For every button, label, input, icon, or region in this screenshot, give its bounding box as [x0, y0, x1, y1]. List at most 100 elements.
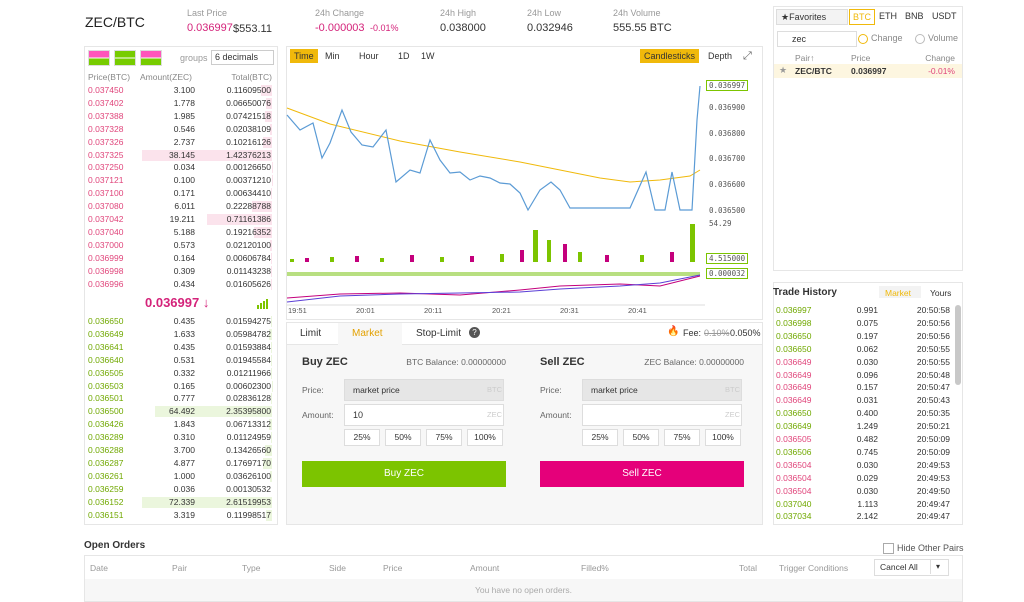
orderbook-price[interactable]: 0.036998 [88, 265, 124, 276]
orderbook-amount: 1.778 [173, 97, 195, 108]
percent-button[interactable]: 75% [426, 429, 462, 446]
trades-tab[interactable]: Yours [930, 288, 952, 298]
chart-view-tab[interactable]: Depth [708, 51, 733, 61]
percent-button[interactable]: 75% [664, 429, 700, 446]
chart-view-tab[interactable]: Candlesticks [640, 49, 700, 63]
depth-mode-icon[interactable] [114, 50, 136, 66]
orderbook-price[interactable]: 0.037388 [88, 110, 124, 121]
chart-interval-tab[interactable]: Hour [359, 51, 379, 61]
amount-input[interactable] [582, 404, 742, 426]
orderbook-price[interactable]: 0.036288 [88, 445, 124, 455]
orderbook-price[interactable]: 0.037042 [88, 214, 124, 224]
orderbook-price[interactable]: 0.037040 [88, 226, 124, 237]
checkbox[interactable] [883, 543, 894, 554]
orderbook-total: 0.00606784 [226, 252, 271, 263]
orderbook-price[interactable]: 0.036151 [88, 509, 124, 520]
orderbook-price[interactable]: 0.036500 [88, 406, 124, 417]
quote-tab[interactable]: ETH [879, 11, 897, 21]
percent-button[interactable]: 25% [582, 429, 618, 446]
orderbook-price[interactable]: 0.036152 [88, 496, 124, 507]
orderbook-total: 2.35395800 [226, 406, 271, 417]
orderbook-price[interactable]: 0.036650 [88, 316, 124, 326]
dropdown-arrow[interactable]: ▾ [930, 559, 945, 574]
search-input[interactable]: zec [777, 31, 857, 47]
submit-button[interactable]: Sell ZEC [540, 461, 744, 487]
orderbook-price[interactable]: 0.036640 [88, 354, 124, 365]
orderbook-price[interactable]: 0.037325 [88, 149, 124, 160]
quote-tab[interactable]: BTC [849, 9, 875, 25]
percent-button[interactable]: 50% [385, 429, 421, 446]
trade-time: 20:50:43 [916, 395, 950, 406]
depth-bar [270, 278, 272, 290]
orderbook-price[interactable]: 0.036641 [88, 341, 124, 352]
orderbook-amount: 6.011 [174, 201, 195, 212]
orderbook-price[interactable]: 0.036261 [88, 470, 124, 481]
chart-interval-tab[interactable]: Min [325, 51, 340, 61]
depth-bar [262, 136, 272, 148]
percent-button[interactable]: 25% [344, 429, 380, 446]
orderbook-price[interactable]: 0.036287 [88, 457, 124, 468]
quote-tab[interactable]: USDT [932, 11, 957, 21]
order-type-tab[interactable]: Stop-Limit [416, 328, 462, 339]
orderbook-total: 0.02836128 [226, 393, 271, 404]
chart-interval-tab[interactable]: Time [290, 49, 318, 63]
orderbook-amount: 19.211 [169, 214, 195, 224]
orderbook-price[interactable]: 0.036503 [88, 380, 124, 391]
ma-line [286, 107, 701, 183]
radio[interactable] [858, 34, 868, 44]
price-input[interactable]: market price [582, 379, 742, 401]
trades-tab[interactable]: Market [885, 288, 911, 298]
percent-button[interactable]: 100% [467, 429, 503, 446]
orderbook-price[interactable]: 0.036505 [88, 367, 124, 378]
market-row-bg[interactable] [774, 64, 962, 78]
orderbook-price[interactable]: 0.036426 [88, 419, 124, 430]
orderbook-price[interactable]: 0.037328 [88, 123, 124, 134]
cancel-all-button[interactable]: Cancel All [874, 559, 949, 576]
orderbook-price[interactable]: 0.037080 [88, 201, 124, 212]
sort-option[interactable]: Change [871, 33, 903, 43]
stat-label: 24h Change [315, 8, 365, 18]
active-tab-bg [879, 286, 921, 298]
percent-button[interactable]: 50% [623, 429, 659, 446]
depth-bar [271, 432, 272, 444]
quote-tab[interactable]: BNB [905, 11, 924, 21]
amount-input[interactable]: 10 [344, 404, 504, 426]
percent-button[interactable]: 100% [705, 429, 741, 446]
trade-price: 0.036649 [776, 395, 812, 406]
orderbook-price[interactable]: 0.036996 [88, 278, 124, 289]
sort-option[interactable]: Volume [928, 33, 959, 43]
help-icon[interactable]: ? [469, 327, 480, 338]
orderbook-price[interactable]: 0.036649 [88, 328, 124, 339]
orderbook-price[interactable]: 0.036501 [88, 393, 124, 404]
orderbook-price[interactable]: 0.037326 [88, 136, 124, 147]
signal-icon [257, 305, 259, 309]
groups-select[interactable]: 6 decimals [211, 50, 274, 65]
order-type-tab[interactable]: Limit [300, 328, 322, 339]
hide-other-pairs[interactable]: Hide Other Pairs [897, 543, 964, 553]
chart-interval-tab[interactable]: 1D [398, 51, 410, 61]
submit-button[interactable]: Buy ZEC [302, 461, 506, 487]
orderbook-price[interactable]: 0.037100 [88, 188, 124, 199]
trade-price: 0.036504 [776, 472, 812, 483]
orderbook-price[interactable]: 0.036289 [88, 432, 124, 443]
orderbook-price[interactable]: 0.037450 [88, 85, 124, 95]
chart-interval-tab[interactable]: 1W [421, 51, 435, 61]
open-orders-column-header: Trigger Conditions [779, 563, 849, 573]
orderbook-price[interactable]: 0.037250 [88, 162, 124, 173]
fullscreen-icon[interactable]: ⤢ [743, 50, 752, 62]
scrollbar[interactable] [955, 305, 961, 385]
depth-mode-icon[interactable] [88, 50, 110, 66]
markets-column-header: Pair↑ [795, 53, 815, 63]
orderbook-price[interactable]: 0.037402 [88, 97, 124, 108]
depth-mode-icon[interactable] [140, 50, 162, 66]
depth-bar [254, 226, 272, 238]
order-type-tab[interactable]: Market [352, 328, 383, 339]
orderbook-price[interactable]: 0.036259 [88, 483, 124, 494]
orderbook-price[interactable]: 0.036999 [88, 252, 124, 263]
favorites-tab[interactable]: ★Favorites [776, 9, 848, 25]
radio[interactable] [915, 34, 925, 44]
orderbook-price[interactable]: 0.037000 [88, 239, 124, 250]
price-input[interactable]: market price [344, 379, 504, 401]
trade-price: 0.037040 [776, 498, 812, 509]
orderbook-price[interactable]: 0.037121 [88, 175, 124, 186]
